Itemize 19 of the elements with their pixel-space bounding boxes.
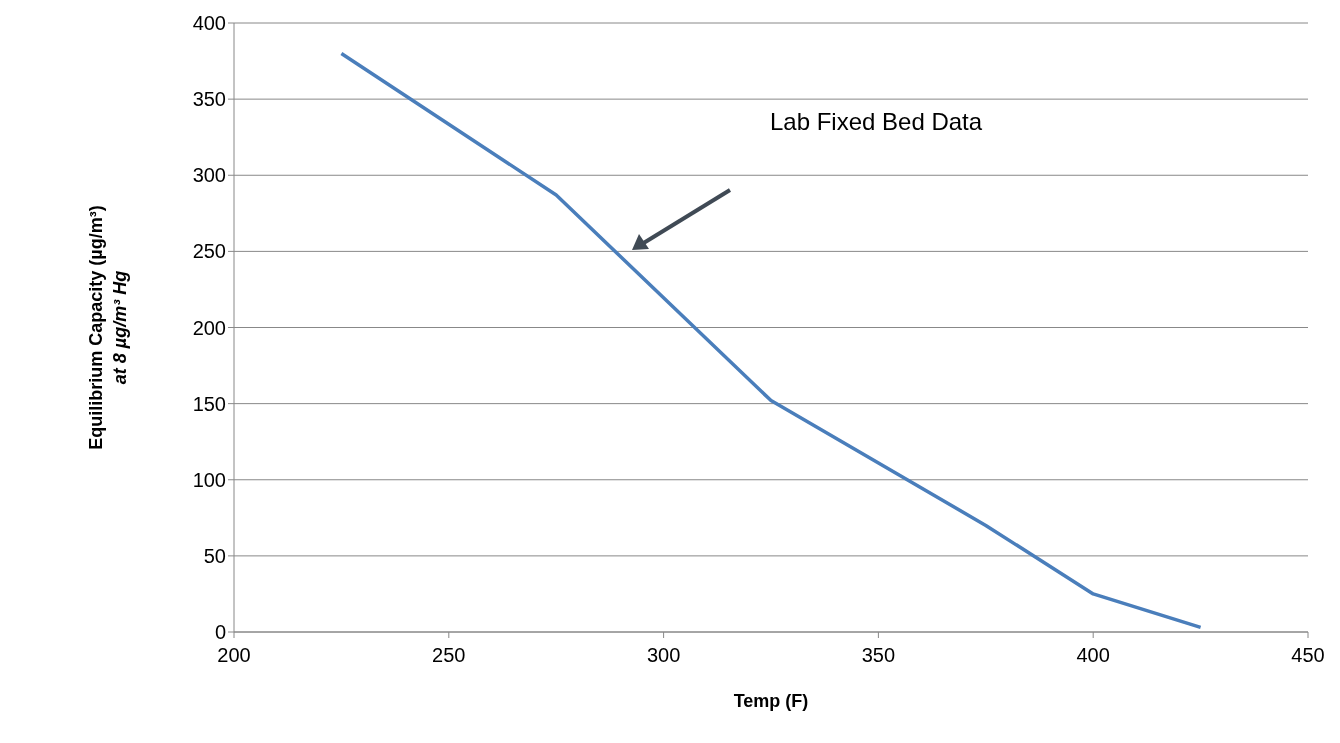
y-tick-label: 250 [192,240,226,263]
x-tick-label: 300 [646,644,681,667]
line-series [339,51,1203,630]
x-tick-label: 450 [1291,644,1325,667]
y-axis-title: Equilibrium Capacity (µg/m³) at 8 µg/m³ Hg [86,205,130,450]
annotation: Lab Fixed Bed Data [770,108,983,135]
y-tick-label: 100 [192,468,226,491]
x-tick-label: 200 [217,644,251,667]
x-tick-label: 400 [1076,644,1110,667]
y-tick-label: 300 [192,164,226,187]
y-tick-label: 150 [192,392,226,415]
y-tick-label: 50 [203,544,226,567]
x-tick-label: 250 [432,644,466,667]
y-tick-label: 400 [192,12,226,35]
x-axis-title: Temp (F) [733,691,809,711]
y-tick-label: 200 [192,316,226,339]
x-tick-label: 350 [861,644,896,667]
y-tick-label: 0 [214,621,226,644]
y-tick-label: 350 [192,88,226,111]
